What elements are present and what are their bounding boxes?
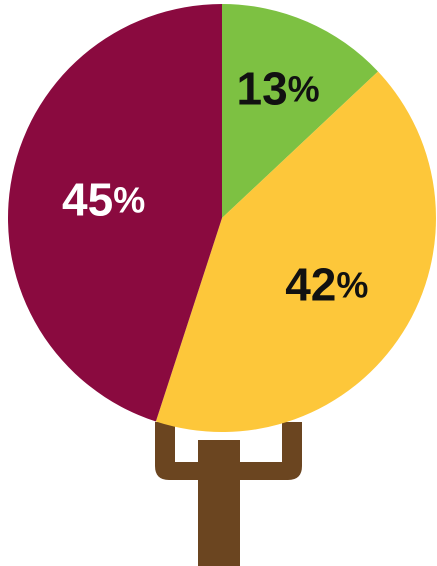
pie-labels: 13%42%45%: [62, 62, 368, 310]
pie-slice-45: [8, 4, 222, 422]
pie-label-45: 45%: [62, 173, 145, 225]
tree-trunk: [155, 422, 302, 566]
pie-label-42: 42%: [285, 259, 368, 311]
trunk-right-branch: [236, 422, 302, 480]
pie-label-13: 13%: [236, 62, 319, 114]
pie-slice-42: [155, 71, 437, 432]
pie-slices: [8, 4, 437, 432]
trunk-left-branch: [155, 422, 205, 480]
pie-label-unit: %: [288, 68, 320, 109]
pie-label-unit: %: [336, 264, 368, 305]
pie-label-value: 45: [62, 173, 113, 225]
trunk-stem: [198, 440, 240, 566]
pie-label-value: 42: [285, 259, 336, 311]
pie-label-unit: %: [113, 179, 145, 220]
pie-label-value: 13: [236, 62, 287, 114]
pie-slice-13: [222, 4, 378, 218]
